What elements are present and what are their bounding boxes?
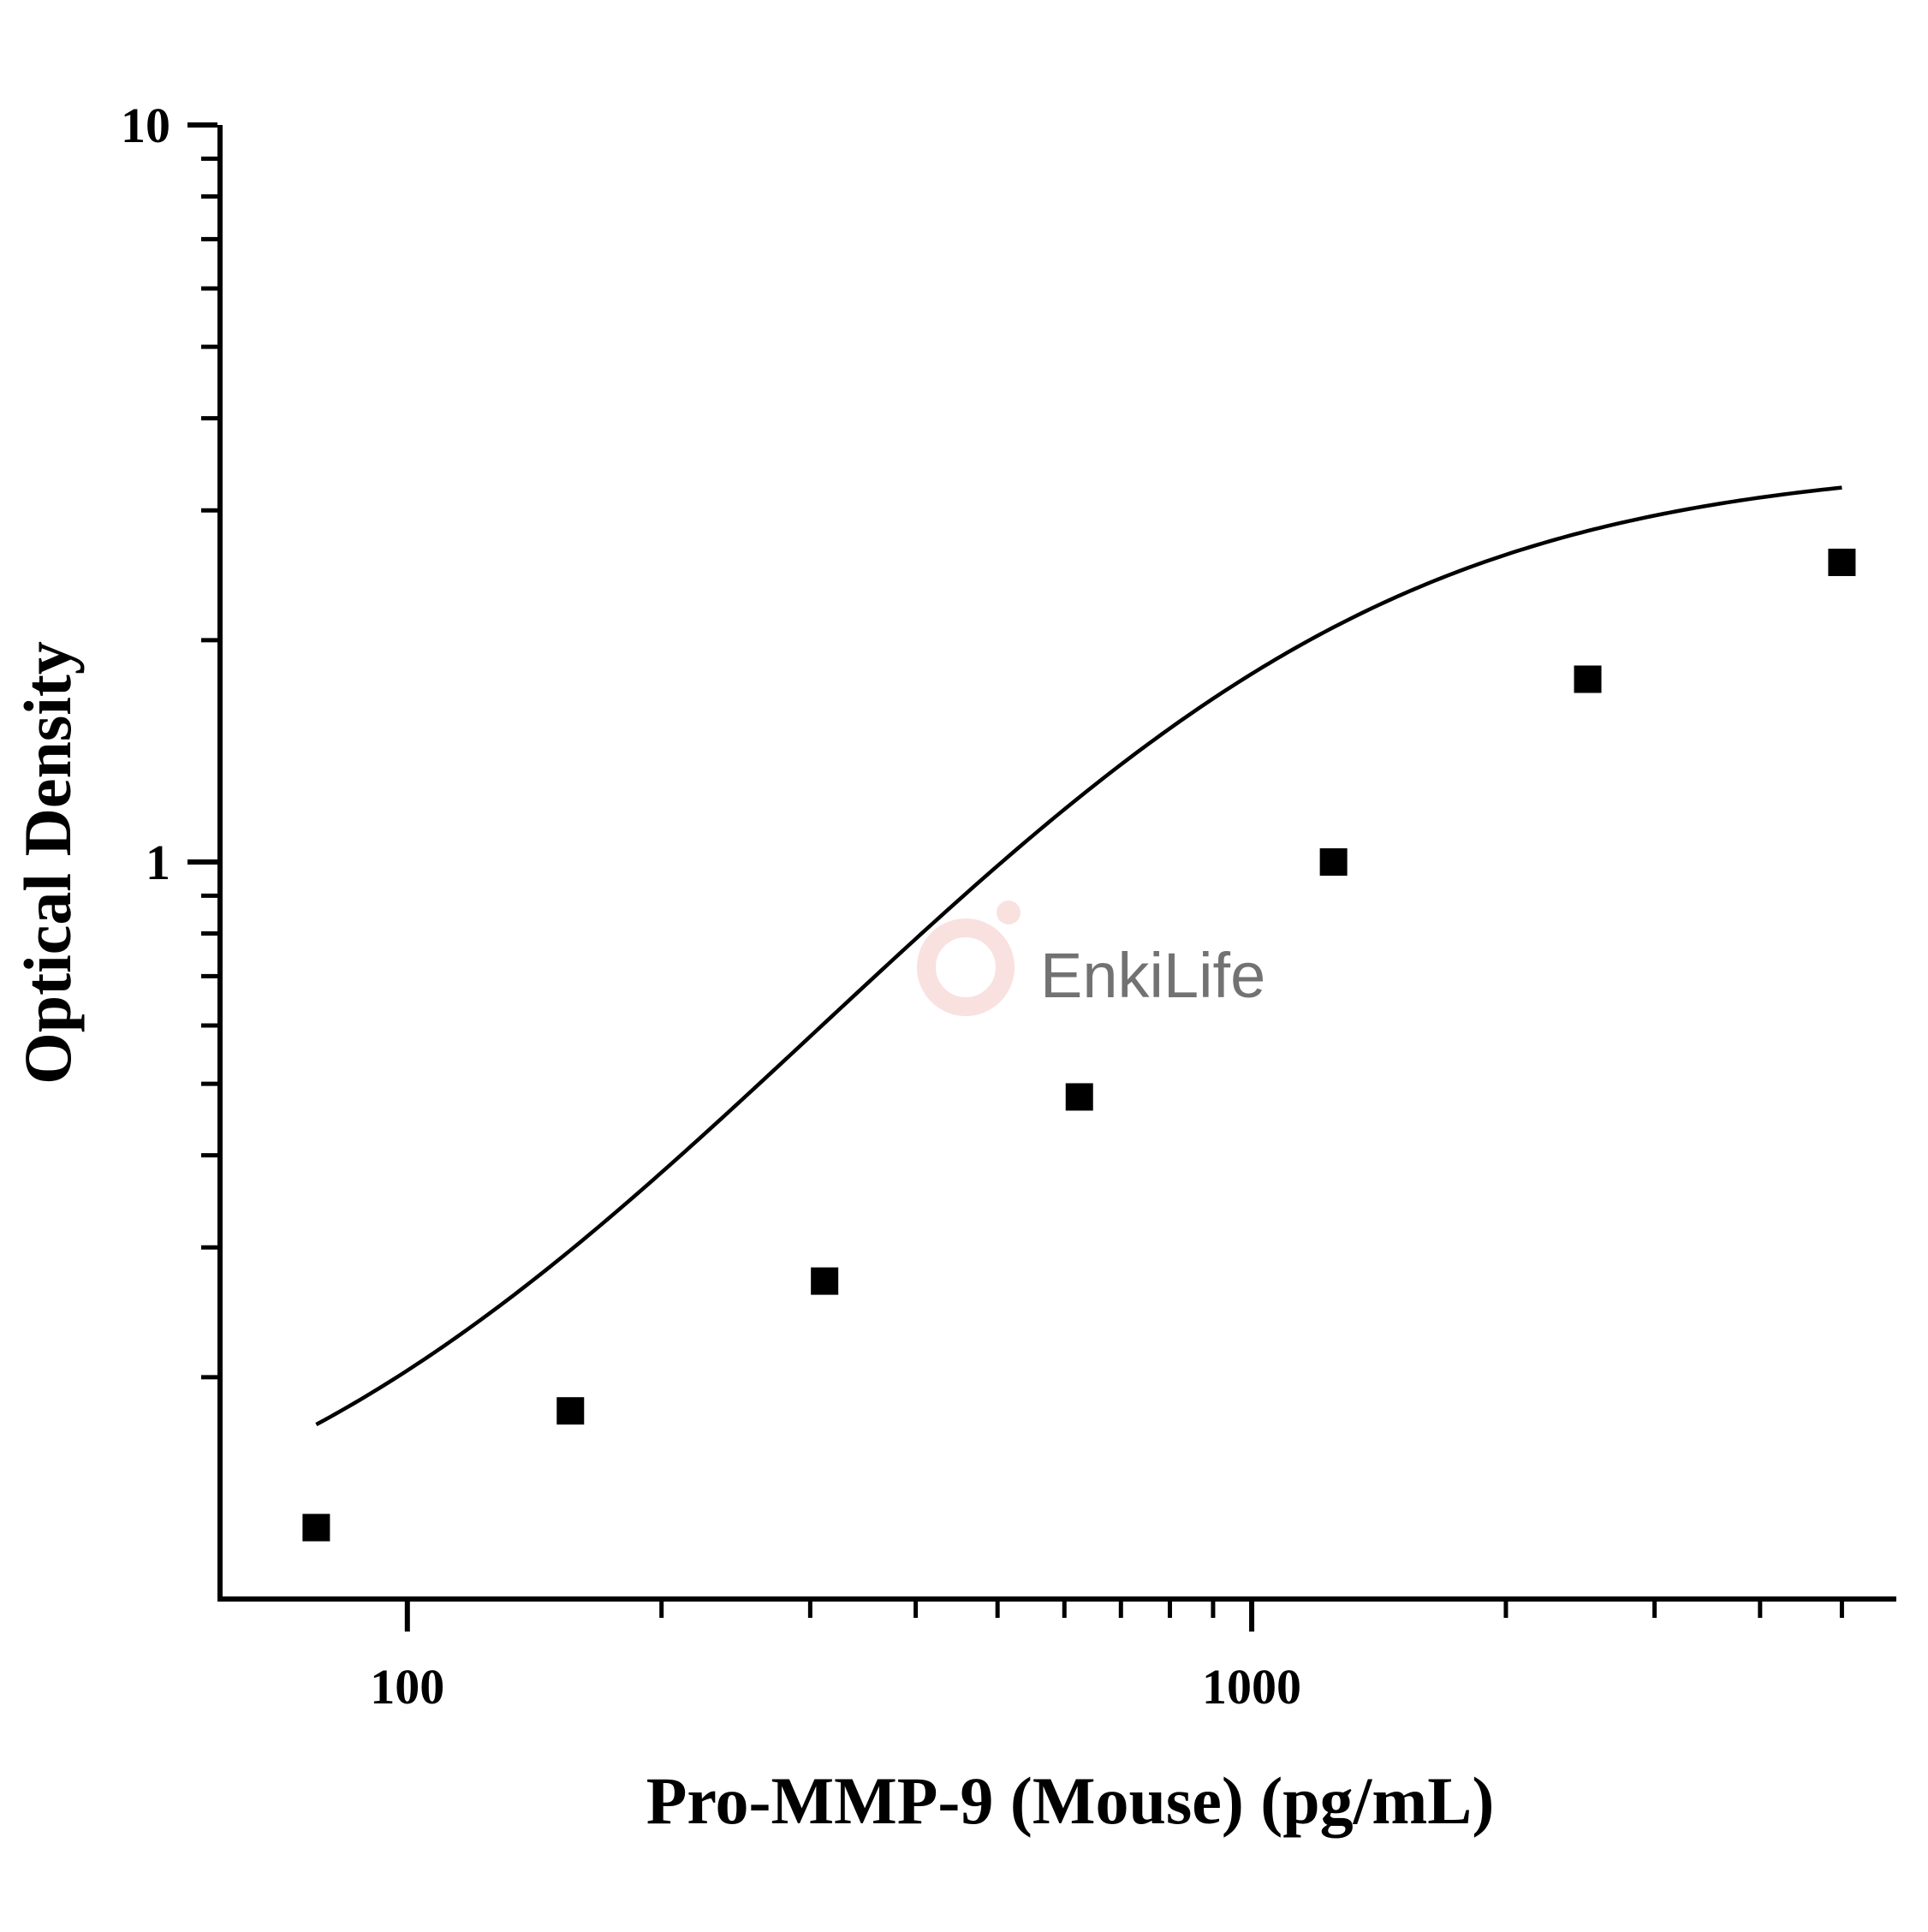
data-point [1065,1083,1093,1111]
data-point [1574,665,1602,693]
data-point [1828,548,1856,576]
x-tick-label: 1000 [1202,1659,1301,1715]
axes [217,125,1896,1602]
y-tick-label: 10 [121,98,170,153]
watermark-logo: EnkiLife [917,901,1265,1016]
y-axis-title: Optical Density [10,641,85,1085]
watermark-ring-icon [917,918,1015,1016]
y-tick-label: 1 [146,835,170,890]
x-ticks: 100 1000 [370,1599,1844,1715]
fitted-curve-line [315,485,1842,1427]
data-points-layer [302,548,1856,1542]
x-tick-label: 100 [370,1659,444,1715]
x-axis-title: Pro-MMP-9 (Mouse) (pg/mL) [646,1763,1495,1838]
watermark-text: EnkiLife [1040,940,1265,1011]
data-point [556,1397,585,1425]
watermark-dot-icon [997,901,1021,924]
fitted-curve-layer [315,485,1842,1427]
data-point [1319,848,1348,876]
data-point [302,1513,330,1542]
data-point [811,1267,839,1295]
y-ticks: 1 10 [121,98,220,1380]
